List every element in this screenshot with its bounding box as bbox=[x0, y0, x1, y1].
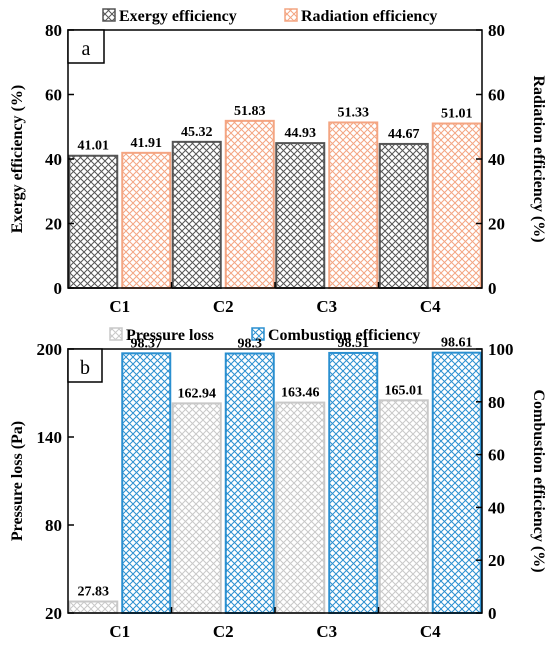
legend-label-combustion: Combustion efficiency bbox=[268, 327, 420, 344]
data-label-exergy-c3: 44.93 bbox=[285, 126, 317, 141]
y-left-tick-label: 60 bbox=[45, 86, 62, 105]
bar-pressure-c3 bbox=[275, 401, 326, 615]
panel-letter-a: a bbox=[82, 38, 91, 60]
y-left-tick-label: 40 bbox=[45, 150, 62, 169]
bar-combustion-c4 bbox=[431, 351, 482, 614]
legend-label-radiation: Radiation efficiency bbox=[301, 8, 437, 25]
y-left-tick-label: 140 bbox=[37, 428, 63, 447]
bar-radiation-c1 bbox=[121, 151, 172, 289]
y-right-tick-label: 80 bbox=[488, 21, 505, 40]
y-left-tick-label: 20 bbox=[45, 604, 62, 623]
data-label-combustion-c2: 98.3 bbox=[238, 336, 263, 351]
y-left-tick-label: 20 bbox=[45, 215, 62, 234]
y-axis-right-title-b: Combustion efficiency (%) bbox=[530, 389, 547, 572]
bars-a bbox=[68, 119, 482, 289]
x-tick-label: C2 bbox=[213, 622, 234, 641]
panel-letter-box-b bbox=[67, 348, 103, 383]
bar-radiation-c4 bbox=[431, 122, 482, 289]
y-right-tick-label: 40 bbox=[488, 150, 505, 169]
panel-a: Exergy efficiency Radiation efficiency 4… bbox=[9, 8, 547, 316]
bar-pressure-c4 bbox=[378, 399, 429, 614]
y-left-tick-label: 200 bbox=[37, 340, 63, 359]
data-label-combustion-c4: 98.61 bbox=[441, 336, 473, 351]
y-axis-right-a: 0 20 40 60 80 bbox=[476, 21, 505, 298]
panel-letter-b: b bbox=[80, 357, 90, 379]
x-axis-a: C1 C2 C3 C4 bbox=[109, 282, 441, 316]
data-label-combustion-c3: 98.51 bbox=[338, 336, 370, 351]
legend-swatch-exergy bbox=[102, 8, 116, 22]
y-right-tick-label: 20 bbox=[488, 215, 505, 234]
y-axis-left-a: 0 20 40 60 80 bbox=[45, 21, 74, 298]
y-axis-right-b: 0 20 40 60 80 100 bbox=[476, 340, 514, 623]
x-tick-label: C1 bbox=[109, 297, 130, 316]
y-right-tick-label: 60 bbox=[488, 86, 505, 105]
bar-combustion-c2 bbox=[224, 352, 275, 614]
bar-radiation-c3 bbox=[328, 121, 379, 289]
bar-exergy-c2 bbox=[171, 140, 222, 289]
y-right-tick-label: 40 bbox=[488, 498, 505, 517]
y-left-tick-label: 80 bbox=[45, 21, 62, 40]
data-label-pressure-c3: 163.46 bbox=[281, 386, 320, 401]
bar-pressure-c1 bbox=[68, 600, 119, 614]
bar-exergy-c4 bbox=[378, 142, 429, 289]
x-tick-label: C2 bbox=[213, 297, 234, 316]
x-axis-b: C1 C2 C3 C4 bbox=[109, 607, 441, 641]
panel-b: Pressure loss Combustion efficiency 27.8… bbox=[9, 327, 547, 641]
bar-exergy-c1 bbox=[68, 154, 119, 289]
legend-a: Exergy efficiency Radiation efficiency bbox=[102, 8, 437, 25]
data-label-exergy-c1: 41.01 bbox=[78, 139, 110, 154]
bar-pressure-c2 bbox=[171, 402, 222, 615]
data-label-radiation-c2: 51.83 bbox=[234, 104, 266, 119]
bar-combustion-c1 bbox=[121, 352, 172, 614]
data-label-exergy-c4: 44.67 bbox=[388, 127, 420, 142]
bar-exergy-c3 bbox=[275, 142, 326, 289]
x-tick-label: C4 bbox=[420, 622, 441, 641]
bars-b bbox=[68, 351, 482, 615]
legend-label-exergy: Exergy efficiency bbox=[119, 8, 237, 25]
bar-radiation-c2 bbox=[224, 119, 275, 289]
data-label-radiation-c4: 51.01 bbox=[441, 106, 473, 121]
data-label-combustion-c1: 98.37 bbox=[131, 336, 163, 351]
data-label-radiation-c1: 41.91 bbox=[131, 136, 163, 151]
data-label-exergy-c2: 45.32 bbox=[181, 125, 213, 140]
y-left-tick-label: 0 bbox=[54, 279, 63, 298]
data-label-pressure-c2: 162.94 bbox=[178, 386, 217, 401]
y-right-tick-label: 100 bbox=[488, 340, 514, 359]
panel-letter-box-a bbox=[67, 29, 105, 64]
legend-swatch-combustion bbox=[251, 327, 265, 341]
data-labels-a: 41.01 45.32 44.93 44.67 41.91 51.83 51.33 51.01 bbox=[78, 104, 473, 154]
y-left-tick-label: 80 bbox=[45, 516, 62, 535]
y-right-tick-label: 0 bbox=[488, 604, 497, 623]
y-right-tick-label: 0 bbox=[488, 279, 497, 298]
data-labels-b: 27.83 162.94 163.46 165.01 98.37 98.3 98.51 98.… bbox=[78, 336, 473, 600]
y-right-tick-label: 20 bbox=[488, 551, 505, 570]
data-label-pressure-c4: 165.01 bbox=[385, 383, 424, 398]
data-label-pressure-c1: 27.83 bbox=[78, 585, 110, 600]
x-tick-label: C3 bbox=[316, 622, 337, 641]
y-axis-left-title-a: Exergy efficiency (%) bbox=[9, 85, 26, 233]
y-right-tick-label: 60 bbox=[488, 446, 505, 465]
x-tick-label: C4 bbox=[420, 297, 441, 316]
legend-swatch-radiation bbox=[284, 8, 298, 22]
y-axis-left-b: 20 80 140 200 bbox=[37, 340, 74, 623]
x-tick-label: C1 bbox=[109, 622, 130, 641]
legend-label-pressure: Pressure loss bbox=[126, 327, 214, 344]
data-label-radiation-c3: 51.33 bbox=[338, 105, 370, 120]
x-tick-label: C3 bbox=[316, 297, 337, 316]
y-axis-right-title-a: Radiation efficiency (%) bbox=[530, 75, 547, 242]
bar-combustion-c3 bbox=[328, 351, 379, 614]
legend-swatch-pressure bbox=[109, 327, 123, 341]
y-right-tick-label: 80 bbox=[488, 393, 505, 412]
y-axis-left-title-b: Pressure loss (Pa) bbox=[9, 421, 26, 541]
legend-b: Pressure loss Combustion efficiency bbox=[109, 327, 420, 344]
